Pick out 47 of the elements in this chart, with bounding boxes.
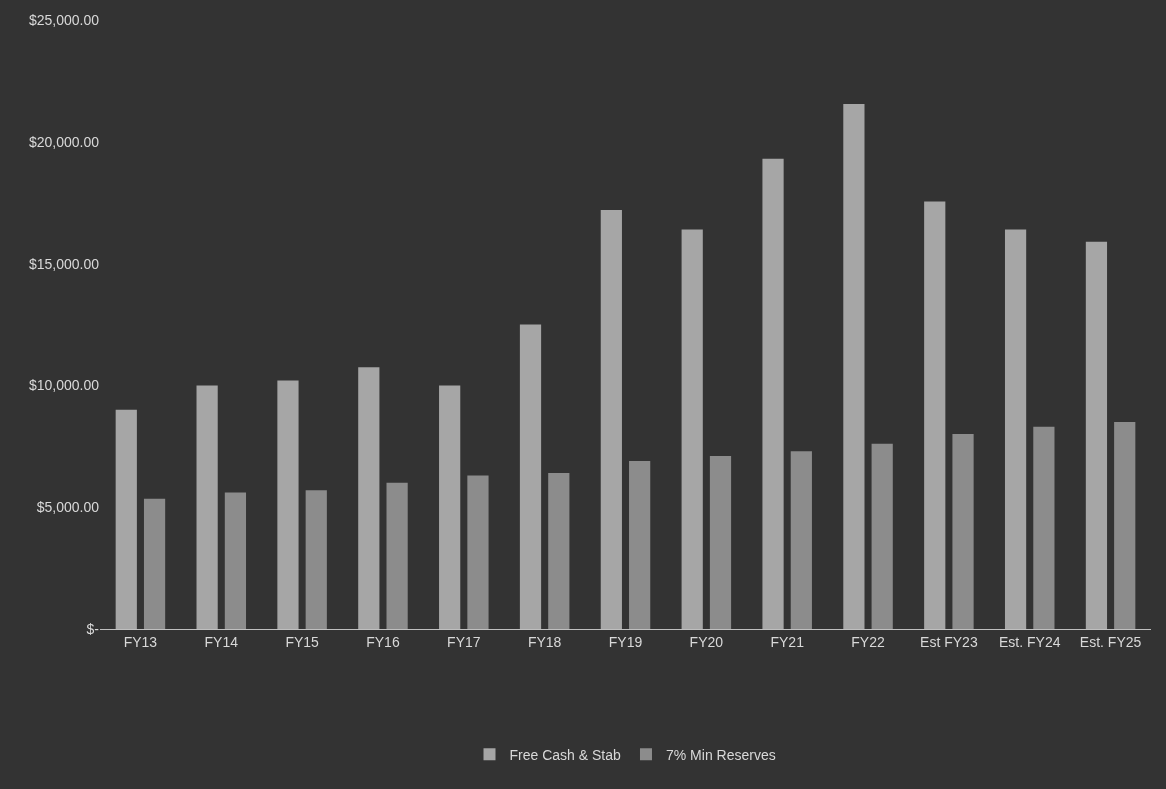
bar bbox=[548, 473, 570, 629]
bar bbox=[1085, 241, 1108, 629]
bar bbox=[1033, 426, 1055, 629]
bar bbox=[952, 434, 974, 629]
bar bbox=[709, 456, 732, 629]
x-tick-label: FY20 bbox=[689, 633, 724, 650]
bar bbox=[196, 385, 218, 629]
x-tick-label: Est. FY25 bbox=[1079, 633, 1142, 650]
x-tick-label: FY16 bbox=[366, 633, 400, 650]
bar bbox=[924, 201, 946, 629]
bar bbox=[681, 229, 703, 629]
bar bbox=[305, 490, 327, 629]
bar bbox=[843, 104, 865, 629]
y-tick-label: $15,000.00 bbox=[28, 255, 100, 272]
bar bbox=[600, 210, 622, 629]
bar bbox=[790, 451, 812, 629]
y-tick-label: $- bbox=[86, 620, 100, 637]
x-tick-label: FY22 bbox=[851, 633, 885, 650]
x-tick-label: FY13 bbox=[123, 633, 158, 650]
y-tick-label: $20,000.00 bbox=[28, 133, 100, 150]
legend-label: Free Cash & Stab bbox=[509, 746, 621, 763]
bar bbox=[358, 367, 380, 629]
x-tick-label: FY21 bbox=[770, 633, 805, 650]
bar bbox=[277, 380, 299, 629]
bar bbox=[1004, 229, 1027, 629]
y-tick-label: $10,000.00 bbox=[28, 377, 100, 394]
x-tick-label: FY18 bbox=[527, 633, 562, 650]
bar bbox=[467, 475, 489, 629]
x-tick-label: FY19 bbox=[608, 633, 643, 650]
x-tick-label: FY17 bbox=[447, 633, 481, 650]
y-tick-label: $25,000.00 bbox=[28, 11, 100, 28]
x-tick-label: Est. FY24 bbox=[999, 633, 1061, 650]
bar bbox=[762, 158, 784, 629]
bar bbox=[1114, 421, 1136, 629]
x-tick-label: FY15 bbox=[285, 633, 320, 650]
bar bbox=[439, 385, 461, 629]
bar bbox=[629, 460, 651, 629]
bar bbox=[224, 492, 247, 629]
x-tick-label: Est FY23 bbox=[920, 633, 978, 650]
bar bbox=[386, 482, 408, 629]
x-tick-label: FY14 bbox=[204, 633, 239, 650]
bar bbox=[143, 498, 166, 629]
legend-label: 7% Min Reserves bbox=[665, 746, 776, 763]
bar bbox=[115, 409, 137, 629]
y-tick-label: $5,000.00 bbox=[36, 499, 100, 516]
bar bbox=[519, 324, 542, 629]
bar bbox=[871, 443, 893, 629]
